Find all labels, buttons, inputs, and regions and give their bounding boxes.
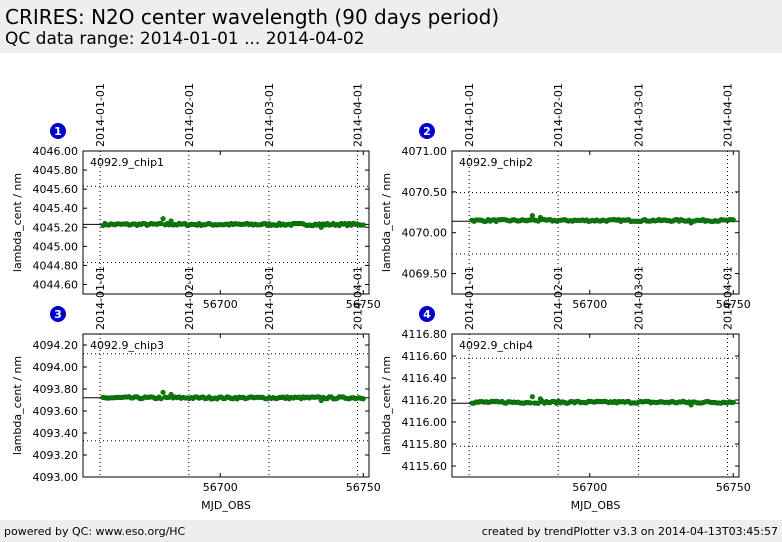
y-tick-label: 4069.50 (402, 268, 448, 281)
y-axis-label: lambda_cent / nm (380, 173, 393, 272)
panel-badge (419, 306, 435, 322)
data-point (360, 396, 366, 402)
date-tick-label: 2014-04-01 (352, 83, 365, 147)
panel-badge-number: 1 (54, 125, 62, 138)
y-tick-label: 4093.80 (33, 383, 79, 396)
report-footer: powered by QC: www.eso.org/HC created by… (0, 520, 782, 542)
x-axis-label: MJD_OBS (201, 499, 251, 512)
x-tick-label: 56750 (716, 481, 751, 494)
y-tick-label: 4116.00 (402, 416, 448, 429)
y-axis-label: lambda_cent / nm (11, 356, 24, 455)
chart-panel-1: 4044.60 4044.80 4045.00 4045.20 4045.40 4045.… (11, 83, 381, 311)
date-tick-label: 2014-04-01 (722, 83, 735, 147)
x-tick-label: 56750 (346, 481, 381, 494)
y-tick-label: 4093.00 (33, 471, 79, 484)
x-tick-label: 56700 (572, 481, 607, 494)
data-point (160, 389, 166, 395)
y-tick-label: 4116.80 (402, 328, 448, 341)
plot-frame (451, 333, 740, 478)
y-tick-label: 4115.80 (402, 438, 448, 451)
date-tick-label: 2014-02-01 (183, 83, 196, 147)
footer-powered-by: powered by QC: www.eso.org/HC (4, 525, 186, 538)
x-axis-label: MJD_OBS (571, 499, 621, 512)
y-tick-label: 4044.80 (33, 259, 79, 272)
y-tick-label: 4045.60 (33, 183, 79, 196)
y-tick-label: 4093.20 (33, 449, 79, 462)
date-tick-label: 2014-02-01 (552, 266, 565, 330)
panel-badge (50, 306, 66, 322)
series-label: 4092.9_chip1 (90, 156, 164, 169)
chart-panel-3: 4093.00 4093.20 4093.40 4093.60 4093.80 4094.… (11, 266, 381, 512)
page-title: CRIRES: N2O center wavelength (90 days p… (5, 5, 500, 29)
chart-panel-2: 4069.50 4070.00 4070.50 4071.00 56700 56750 20… (380, 83, 751, 311)
y-tick-label: 4070.00 (402, 227, 448, 240)
x-tick-label: 56750 (716, 298, 751, 311)
x-tick-label: 56750 (346, 298, 381, 311)
data-point (529, 212, 535, 219)
panel-badge (419, 123, 435, 139)
date-tick-label: 2014-01-01 (463, 266, 476, 330)
date-tick-label: 2014-02-01 (183, 266, 196, 330)
x-tick-label: 56700 (203, 481, 238, 494)
y-tick-label: 4044.60 (33, 278, 79, 291)
x-tick-label: 56700 (203, 298, 238, 311)
y-tick-label: 4045.20 (33, 221, 79, 234)
footer-created-by: created by trendPlotter v3.3 on 2014-04-… (481, 525, 778, 538)
date-tick-label: 2014-03-01 (263, 83, 276, 147)
plot-frame (82, 333, 370, 478)
y-tick-label: 4070.50 (402, 186, 448, 199)
panel-badge-number: 4 (423, 308, 431, 321)
y-tick-label: 4045.40 (33, 202, 79, 215)
date-tick-label: 2014-02-01 (552, 83, 565, 147)
date-tick-label: 2014-03-01 (633, 266, 646, 330)
y-tick-label: 4116.40 (402, 372, 448, 385)
panel-badge-number: 3 (54, 308, 62, 321)
series-label: 4092.9_chip2 (459, 156, 533, 169)
y-tick-label: 4093.60 (33, 405, 79, 418)
y-tick-label: 4094.20 (33, 339, 79, 352)
report-header: CRIRES: N2O center wavelength (90 days p… (0, 0, 782, 53)
data-point (529, 394, 535, 400)
date-tick-label: 2014-03-01 (263, 266, 276, 330)
date-tick-label: 2014-01-01 (94, 266, 107, 330)
y-tick-label: 4045.80 (33, 164, 79, 177)
data-point (730, 399, 736, 405)
y-tick-label: 4116.60 (402, 350, 448, 363)
y-tick-label: 4093.40 (33, 427, 79, 440)
data-point (360, 222, 366, 228)
panel-badge-number: 2 (423, 125, 431, 138)
panel-badge (50, 123, 66, 139)
y-tick-label: 4116.20 (402, 394, 448, 407)
date-tick-label: 2014-03-01 (633, 83, 646, 147)
data-point (160, 216, 166, 222)
date-tick-label: 2014-04-01 (722, 266, 735, 330)
chart-panel-4: 4115.60 4115.80 4116.00 4116.20 4116.40 4116.… (380, 266, 751, 512)
series-label: 4092.9_chip4 (459, 339, 533, 352)
y-tick-label: 4094.00 (33, 361, 79, 374)
y-tick-label: 4071.00 (402, 145, 448, 158)
date-tick-label: 2014-01-01 (94, 83, 107, 147)
series-label: 4092.9_chip3 (90, 339, 164, 352)
y-axis-label: lambda_cent / nm (11, 173, 24, 272)
date-tick-label: 2014-04-01 (352, 266, 365, 330)
trend-plots: 4044.60 4044.80 4045.00 4045.20 4045.40 4045.… (11, 83, 751, 512)
x-tick-label: 56700 (572, 298, 607, 311)
y-tick-label: 4046.00 (33, 145, 79, 158)
date-tick-label: 2014-01-01 (463, 83, 476, 147)
y-axis-label: lambda_cent / nm (380, 356, 393, 455)
y-tick-label: 4115.60 (402, 460, 448, 473)
y-tick-label: 4045.00 (33, 240, 79, 253)
page-subtitle: QC data range: 2014-01-01 ... 2014-04-02 (5, 29, 365, 49)
data-point (730, 217, 736, 223)
